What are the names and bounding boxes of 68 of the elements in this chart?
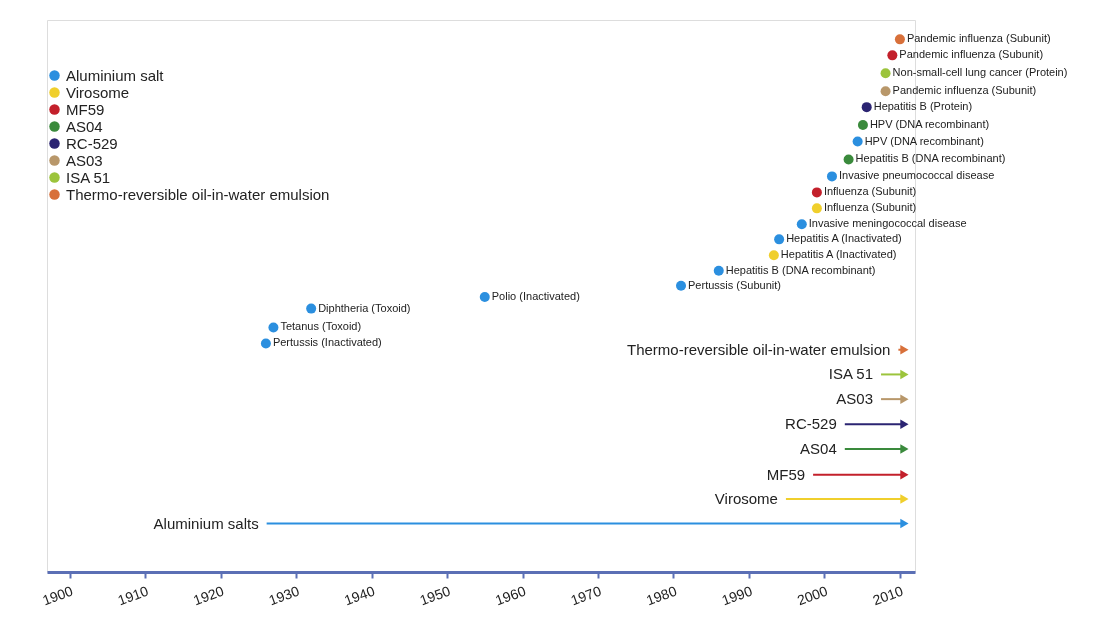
- x-tick-label: 2000: [794, 582, 830, 609]
- series-label: RC-529: [785, 415, 837, 433]
- x-tick-label: 1940: [342, 582, 378, 609]
- x-tick-label: 1970: [568, 582, 604, 609]
- x-tick-label: 1990: [719, 582, 755, 609]
- annotation: Pandemic influenza (Subunit): [906, 32, 1051, 45]
- annotation: Diphtheria (Toxoid): [318, 301, 411, 314]
- point: [768, 250, 779, 261]
- annotation: Influenza (Subunit): [823, 185, 917, 198]
- annotation: Hepatitis B (Protein): [873, 100, 973, 113]
- annotation: Pertussis (Subunit): [688, 278, 781, 291]
- annotation: Hepatitis A (Inactivated): [780, 248, 897, 261]
- legend-label: AS04: [66, 117, 103, 135]
- annotation: Pandemic influenza (Subunit): [892, 84, 1037, 97]
- series-label: MF59: [766, 465, 806, 483]
- series-label: ISA 51: [828, 365, 874, 383]
- point: [676, 280, 687, 291]
- point: [861, 102, 872, 113]
- point: [857, 120, 868, 131]
- point: [479, 291, 490, 302]
- annotation: Pertussis (Inactivated): [272, 336, 382, 349]
- point: [852, 136, 863, 147]
- point: [260, 338, 271, 349]
- annotation: Polio (Inactivated): [491, 289, 580, 302]
- annotation: Influenza (Subunit): [823, 201, 917, 214]
- annotation: Non-small-cell lung cancer (Protein): [892, 66, 1068, 79]
- point: [306, 303, 317, 314]
- series-label: Aluminium salts: [153, 514, 259, 532]
- x-tick-label: 1920: [191, 582, 227, 609]
- annotation: HPV (DNA recombinant): [869, 118, 990, 131]
- legend-label: AS03: [66, 151, 103, 169]
- annotation: Tetanus (Toxoid): [280, 320, 362, 333]
- x-tick-label: 1950: [417, 582, 453, 609]
- annotation: Hepatitis A (Inactivated): [786, 232, 902, 245]
- annotation: Hepatitis B (DNA recombinant): [725, 263, 876, 276]
- series-label: Virosome: [714, 489, 778, 507]
- annotation: HPV (DNA recombinant): [864, 134, 984, 147]
- annotation: Invasive meningococcal disease: [808, 217, 967, 230]
- point: [880, 86, 891, 97]
- point: [894, 34, 905, 45]
- series-label: AS04: [800, 440, 837, 458]
- point: [887, 50, 898, 61]
- point: [713, 265, 724, 276]
- x-tick-label: 2010: [870, 582, 906, 609]
- legend-label: RC-529: [66, 134, 118, 152]
- point: [796, 219, 807, 230]
- point: [880, 68, 891, 79]
- annotation: Pandemic influenza (Subunit): [899, 48, 1044, 61]
- series-label: AS03: [836, 390, 874, 408]
- x-tick-label: 1900: [40, 582, 76, 609]
- annotation: Invasive pneumococcal disease: [838, 169, 995, 182]
- point: [774, 234, 785, 245]
- x-tick-label: 1910: [115, 582, 151, 609]
- point: [843, 154, 854, 165]
- point: [811, 187, 822, 198]
- point: [826, 171, 837, 182]
- legend-label: Thermo-reversible oil-in-water emulsion: [66, 185, 330, 203]
- x-tick-label: 1960: [493, 582, 528, 609]
- legend-label: Virosome: [66, 83, 130, 101]
- legend-label: Aluminium salt: [66, 66, 165, 84]
- x-tick-label: 1930: [266, 582, 302, 609]
- legend-label: ISA 51: [66, 168, 111, 186]
- x-tick-label: 1980: [644, 582, 679, 609]
- legend-label: MF59: [66, 100, 105, 118]
- series-label: Thermo-reversible oil-in-water emulsion: [626, 340, 891, 358]
- point: [811, 203, 822, 214]
- point: [268, 322, 279, 333]
- annotation: Hepatitis B (DNA recombinant): [855, 152, 1006, 165]
